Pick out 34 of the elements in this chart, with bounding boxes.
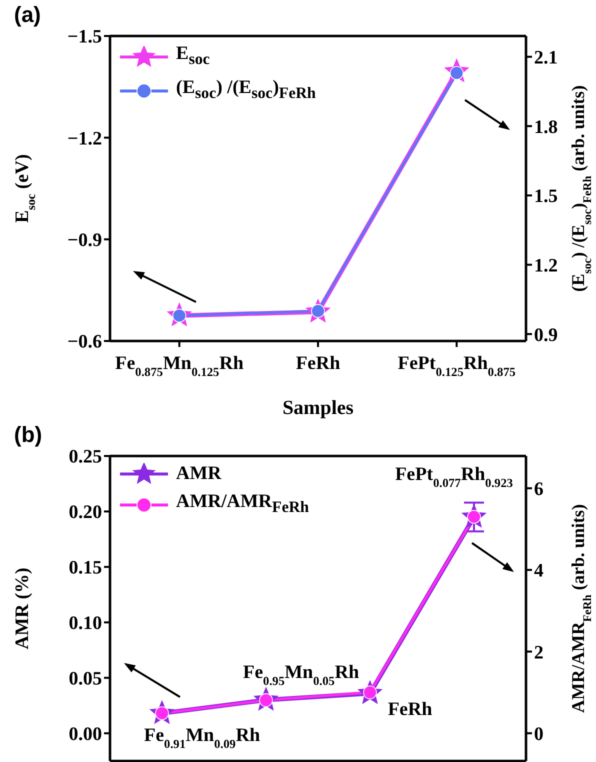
y2-tick-label: 1.2	[534, 255, 558, 276]
x-tick-label: FeRh	[296, 353, 341, 374]
annotation: Fe$_{0.91}$Mn$_{0.09}$Rh	[144, 725, 260, 752]
legend-label: E$_{soc}$	[176, 42, 210, 70]
y2-tick-label: 1.8	[534, 116, 558, 138]
y-tick-label: 0.00	[68, 724, 102, 746]
y-tick-label: 0.05	[68, 668, 102, 690]
y-tick-label: 0.15	[68, 558, 102, 579]
annotation: Fe$_{0.95}$Mn$_{0.05}$Rh	[242, 662, 360, 688]
y2-tick-label: 6	[534, 479, 544, 500]
y2-tick-label: 2	[534, 642, 544, 664]
annotation: FePt$_{0.077}$Rh$_{0.923}$	[395, 464, 513, 490]
y2-tick-label: 0	[534, 724, 544, 745]
legend-label: AMR	[176, 462, 222, 486]
y2-tick-label: 2.1	[534, 48, 558, 69]
y2-tick-label: 0.9	[534, 324, 558, 346]
y-tick-label: −1.5	[67, 26, 102, 48]
annotation: FeRh	[388, 699, 433, 720]
y-tick-label: 0.20	[68, 502, 102, 524]
y2-tick-label: 4	[534, 560, 544, 582]
y2-tick-label: 1.5	[534, 186, 558, 208]
x-tick-label: FePt$_{0.125}$Rh$_{0.875}$	[398, 353, 516, 379]
chart-title: (a)	[14, 2, 41, 28]
y-tick-label: −1.2	[67, 128, 102, 150]
y-tick-label: 0.10	[68, 613, 102, 634]
x-axis-title: Samples	[282, 397, 354, 419]
y-tick-label: −0.9	[67, 230, 102, 252]
legend-label: AMR/AMR$_{FeRh}$	[176, 490, 309, 518]
y-axis-title: AMR (%)	[12, 568, 33, 650]
y-tick-label: 0.25	[68, 446, 102, 468]
y-tick-label: −0.6	[67, 332, 102, 353]
x-tick-label: Fe$_{0.875}$Mn$_{0.125}$Rh	[115, 353, 244, 379]
chart-title: (b)	[14, 422, 42, 448]
legend-label: (E$_{soc}$) /(E$_{soc}$)$_{FeRh}$	[176, 76, 316, 104]
